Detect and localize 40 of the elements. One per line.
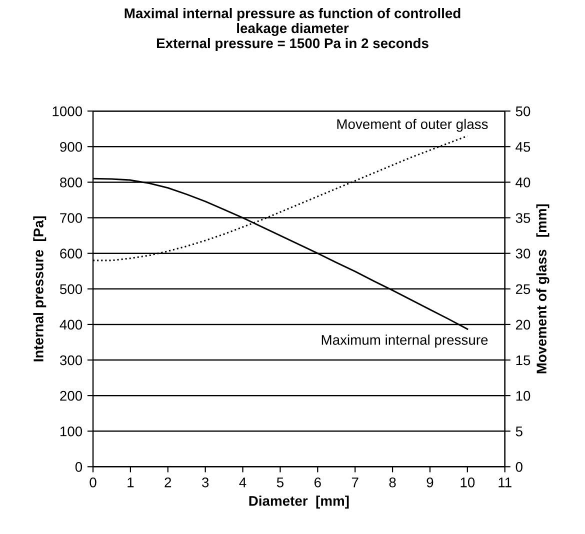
x-tick-label: 8 xyxy=(389,478,396,488)
y2-tick-label: 10 xyxy=(516,390,530,401)
y-tick-label: 500 xyxy=(60,284,82,294)
x-tick-label: 10 xyxy=(460,478,475,488)
y2-tick-label: 5 xyxy=(516,426,522,436)
y2-tick-label: 30 xyxy=(516,248,530,258)
y2-tick-label: 15 xyxy=(516,356,530,366)
x-tick-label: 5 xyxy=(276,478,284,488)
y-tick-label: 800 xyxy=(60,178,82,188)
x-tick-label: 9 xyxy=(426,478,434,488)
series-label: Maximum internal pressure xyxy=(322,334,488,348)
x-tick-label: 6 xyxy=(314,478,321,488)
x-tick-label: 11 xyxy=(498,478,512,488)
y-tick-label: 0 xyxy=(75,462,82,472)
y-tick-label: 100 xyxy=(60,426,82,436)
y2-tick-label: 20 xyxy=(516,320,530,330)
y-tick-label: 1000 xyxy=(52,106,82,116)
series-label: Movement of outer glass xyxy=(337,118,488,132)
y-tick-label: 300 xyxy=(60,355,82,366)
y-tick-label: 700 xyxy=(60,213,82,223)
x-tick-label: 3 xyxy=(202,478,209,488)
y2-tick-label: 50 xyxy=(516,106,530,116)
y2-axis-title: Movement of glass [mm] xyxy=(536,204,550,374)
y2-tick-label: 25 xyxy=(516,284,530,294)
y2-tick-label: 45 xyxy=(516,142,530,152)
y-tick-label: 400 xyxy=(60,320,82,330)
x-tick-label: 0 xyxy=(90,478,96,488)
y2-tick-label: 40 xyxy=(516,178,530,188)
y2-tick-label: 0 xyxy=(516,462,522,472)
x-tick-label: 7 xyxy=(352,478,358,488)
y-tick-label: 200 xyxy=(60,390,82,401)
x-tick-label: 4 xyxy=(239,478,246,488)
x-tick-label: 1 xyxy=(128,478,134,488)
x-tick-label: 2 xyxy=(164,478,172,488)
y-axis-title: Internal pressure [Pa] xyxy=(33,216,46,362)
x-axis-title: Diameter [mm] xyxy=(249,496,349,509)
y2-tick-label: 35 xyxy=(516,213,530,223)
chart-title: Maximal internal pressure as function of controlled leakage diameter External pressure = 1500 Pa in 2 seconds xyxy=(124,8,460,51)
y-tick-label: 600 xyxy=(60,248,82,258)
y-tick-label: 900 xyxy=(60,142,82,152)
